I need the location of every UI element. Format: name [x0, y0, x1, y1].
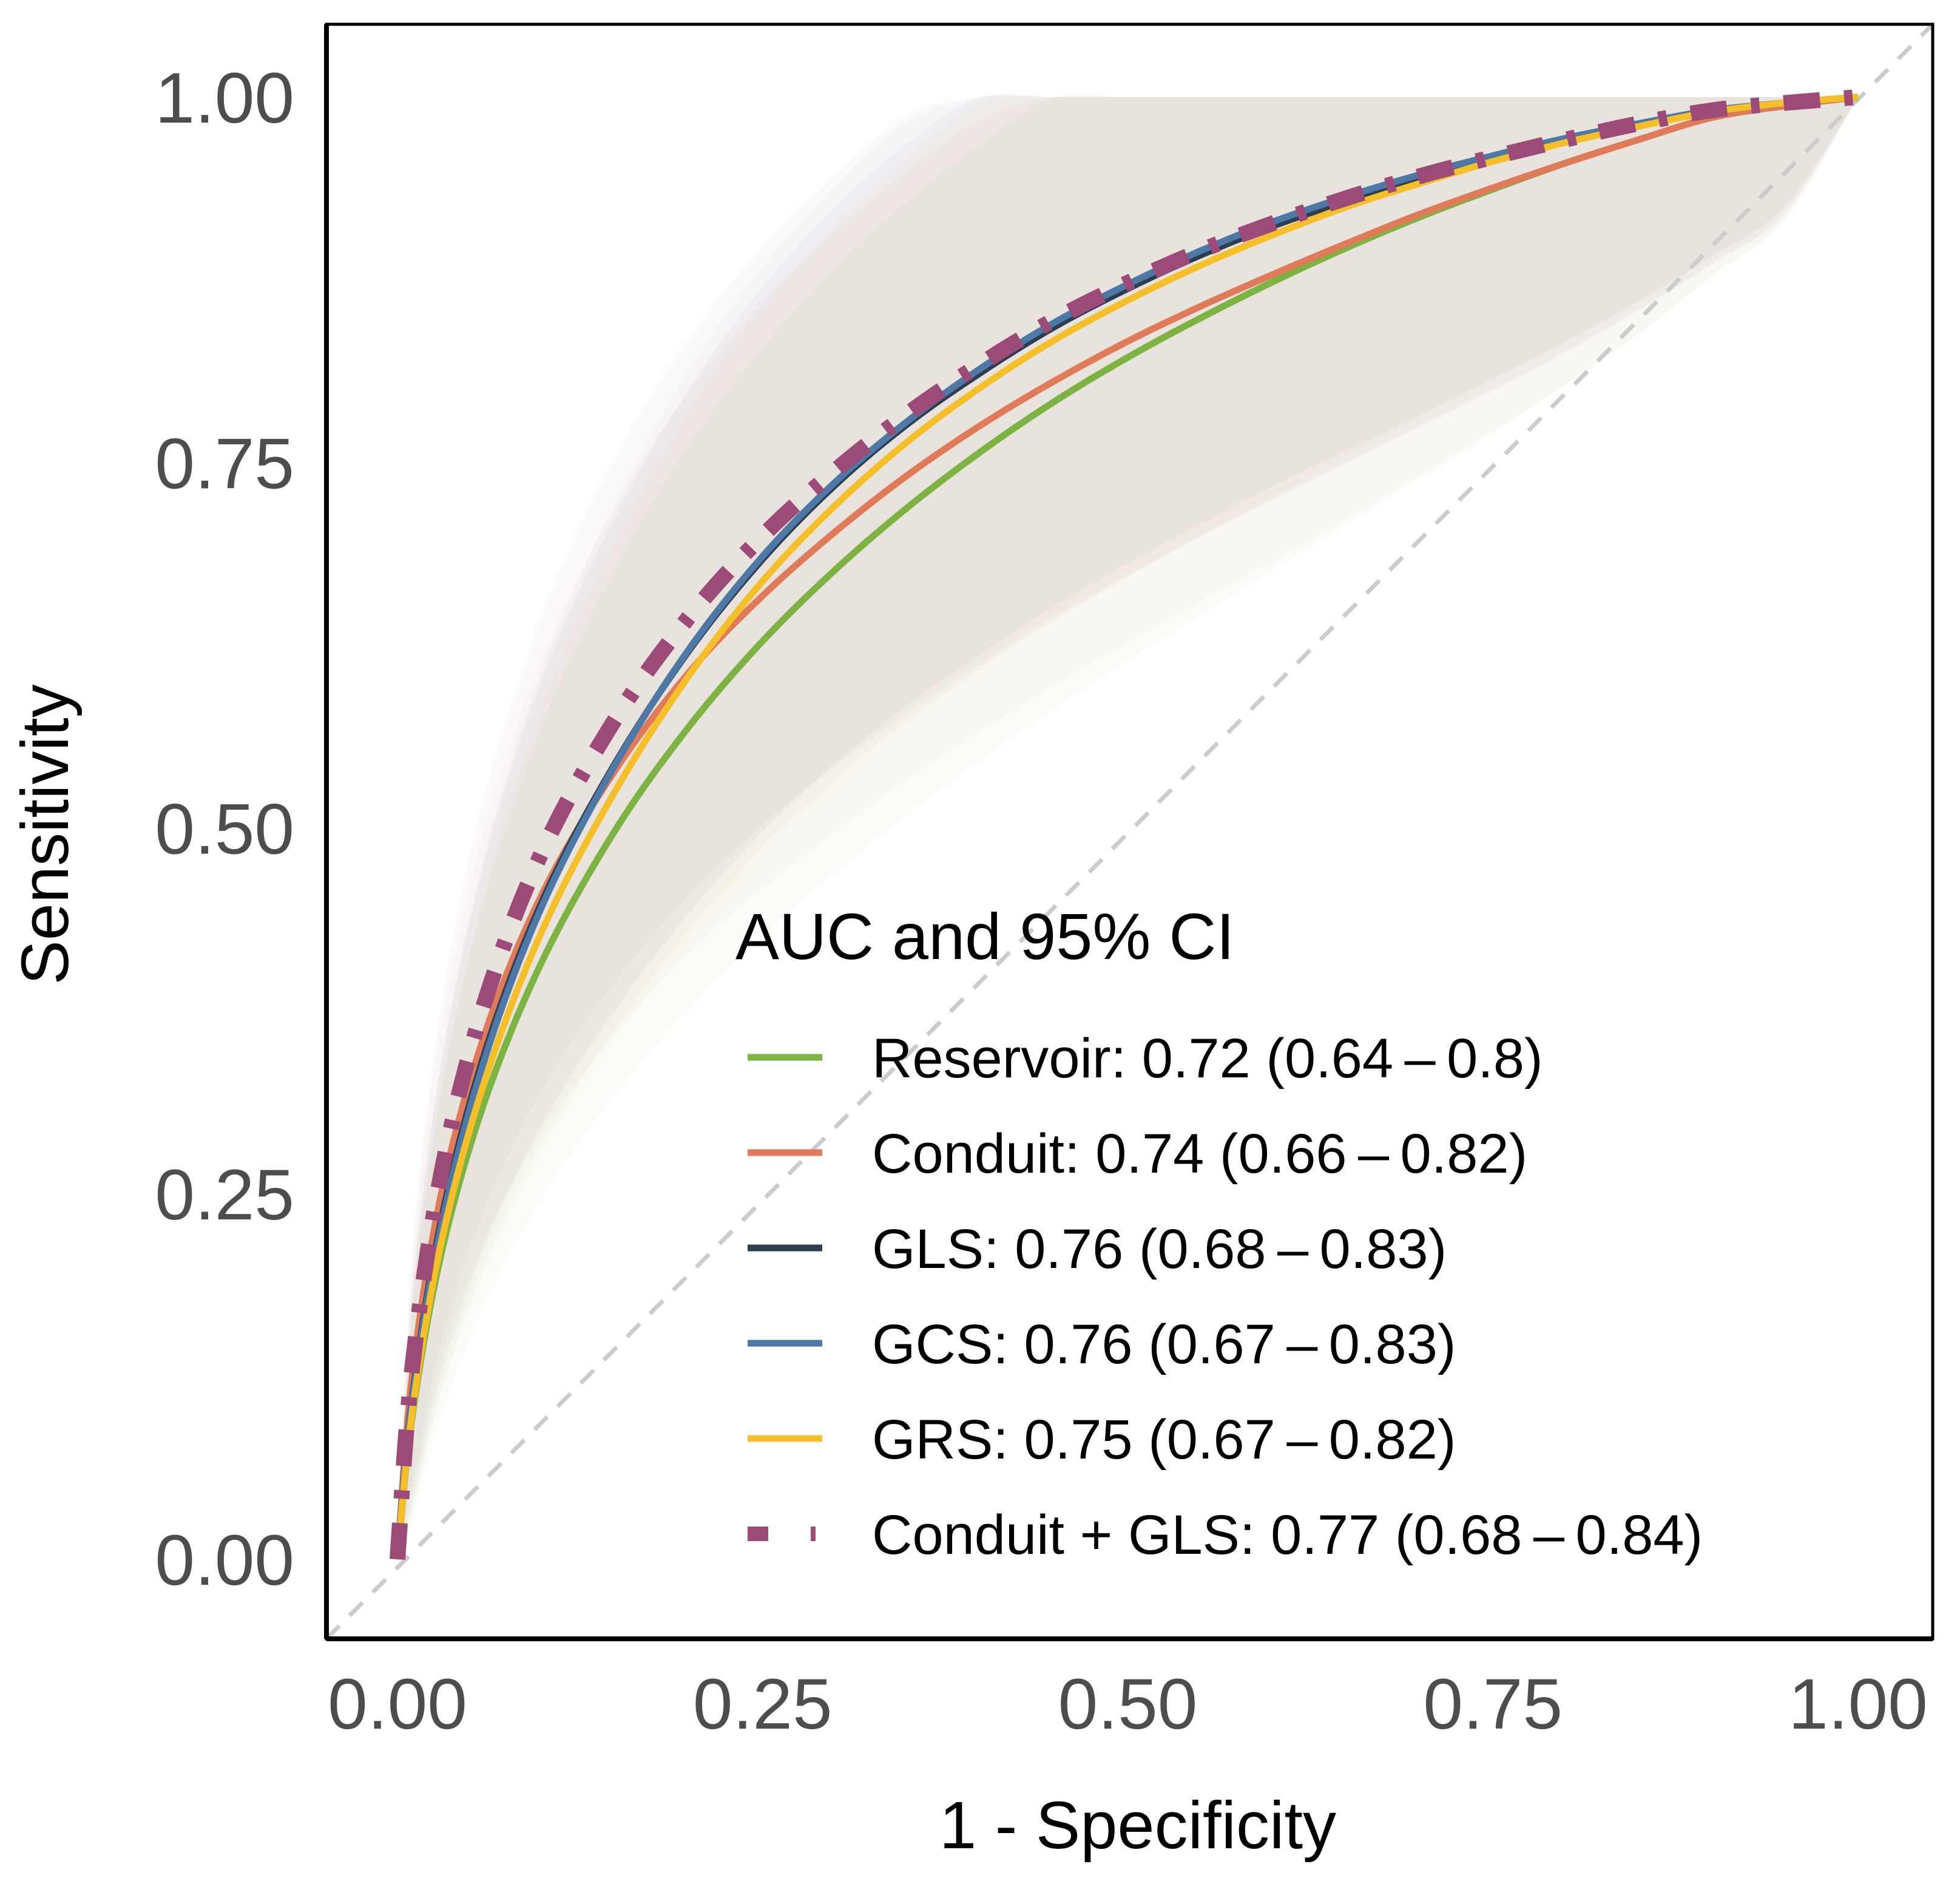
- legend-title: AUC and 95% CI: [735, 900, 1234, 973]
- y-axis-title: Sensitivity: [8, 684, 83, 985]
- legend-label-3: GCS: 0.76 (0.67 – 0.83): [872, 1313, 1456, 1375]
- legend-label-0: Reservoir: 0.72 (0.64 – 0.8): [872, 1028, 1543, 1090]
- x-tick-label-1: 0.25: [693, 1664, 833, 1744]
- frame-layer: [324, 22, 1935, 1641]
- series-layer: [390, 89, 1859, 1560]
- legend-label-1: Conduit: 0.74 (0.66 – 0.82): [872, 1123, 1527, 1185]
- legend-label-4: GRS: 0.75 (0.67 – 0.82): [872, 1409, 1456, 1471]
- y-tick-label-0: 0.00: [155, 1520, 294, 1601]
- y-tick-label-1: 0.25: [155, 1155, 294, 1235]
- legend-label-5: Conduit + GLS: 0.77 (0.68 – 0.84): [872, 1504, 1703, 1566]
- series-line-5: [390, 89, 1859, 1560]
- series-line-1: [394, 93, 1859, 1560]
- legend-items: Reservoir: 0.72 (0.64 – 0.8) Conduit: 0.7…: [748, 1028, 1703, 1566]
- legend: AUC and 95% CI Reservoir: 0.72 (0.64 – 0…: [735, 900, 1703, 1566]
- x-tick-label-4: 1.00: [1788, 1664, 1928, 1744]
- x-axis-title: 1 - Specificity: [939, 1788, 1336, 1863]
- y-tick-label-2: 0.50: [155, 790, 294, 870]
- series-line-4: [394, 93, 1859, 1560]
- y-tick-label-3: 0.75: [155, 424, 294, 504]
- x-tick-label-2: 0.50: [1058, 1664, 1198, 1744]
- legend-label-2: GLS: 0.76 (0.68 – 0.83): [872, 1218, 1447, 1280]
- x-tick-labels: 0.00 0.25 0.50 0.75 1.00: [328, 1664, 1928, 1744]
- y-tick-label-4: 1.00: [155, 58, 294, 138]
- x-tick-label-0: 0.00: [328, 1664, 467, 1744]
- y-tick-labels: 0.00 0.25 0.50 0.75 1.00: [155, 58, 294, 1601]
- x-tick-label-3: 0.75: [1423, 1664, 1563, 1744]
